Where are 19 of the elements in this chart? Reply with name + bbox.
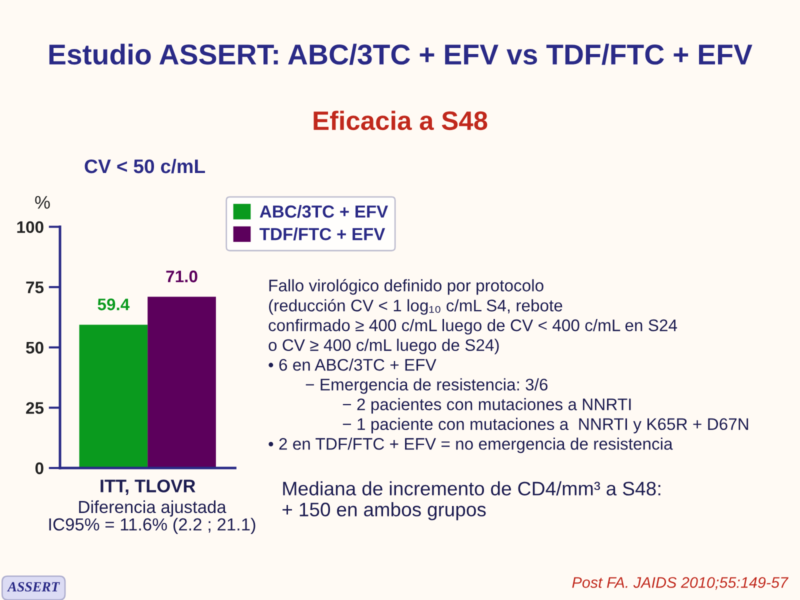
text: CV < 50 c/mL (84, 158, 205, 174)
text: 71.0 (166, 270, 198, 282)
y-axis-title: % (35, 196, 50, 209)
y-tick-label: 75 (26, 282, 44, 294)
text: ASSERT (7, 582, 60, 592)
legend-label: ABC/3TC + EFV (260, 204, 388, 218)
y-tick-label: 25 (26, 402, 44, 414)
x-tick-label: ITT, TLOVR (100, 480, 196, 495)
text: Fallo virológico definido por protocolo (reducción CV < 1 log₁₀ c/mL S4, rebote confirmado ≥ 400 c/mL luego de CV < 400 c/mL en S24 o CV ≥ 400 c/mL luego de S24) • 6 en ABC/3TC + EFV − Emergencia de resistencia: 3/6 − 2 pacientes con mutaciones a NNRTI − 1 paciente con mutaciones a NNRTI y K65R + D67N • 2 en TDF/FTC + EFV = no emergencia de resistencia (268, 279, 748, 454)
text: 59.4 (98, 298, 130, 310)
text: Eficacia a S48 (314, 110, 488, 130)
y-tick-label: 0 (35, 462, 44, 474)
text: Estudio ASSERT: ABC/3TC + EFV vs TDF/FTC + EFV (49, 44, 752, 65)
text: Post FA. JAIDS 2010;55:149-57 (572, 577, 788, 590)
y-tick-label: 100 (17, 221, 44, 234)
legend-label: TDF/FTC + EFV (260, 227, 386, 240)
text: Mediana de incremento de CD4/mm³ a S48: + 150 en ambos grupos (282, 481, 660, 520)
text: Diferencia ajustada IC95% = 11.6% (2.2 ; 21.1) (49, 500, 256, 534)
y-tick-label: 50 (26, 342, 44, 354)
